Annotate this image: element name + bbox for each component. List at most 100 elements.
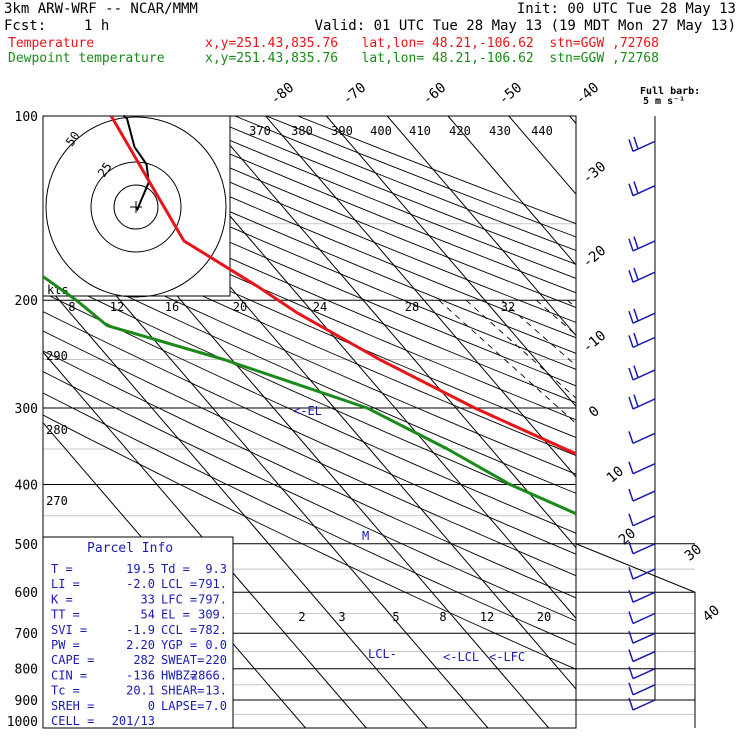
- parcel-label: SHEAR=: [161, 684, 204, 698]
- parcel-value: 2.20: [126, 638, 155, 652]
- mixing-ratio-line: [608, 300, 740, 728]
- lcl-annotation: LCL-: [368, 647, 397, 661]
- dry-adiabat-line: [43, 350, 576, 599]
- wind-barb: [628, 308, 656, 324]
- parcel-label: SVI =: [51, 623, 87, 637]
- wind-barb-flag: [633, 308, 639, 322]
- wind-barb-staff: [632, 490, 656, 502]
- hodograph-ring: [90, 161, 182, 253]
- parcel-title: Parcel Info: [87, 541, 173, 556]
- pressure-label: 600: [15, 586, 38, 601]
- wind-barb-flag: [628, 367, 634, 381]
- parcel-label: LCL =: [161, 577, 197, 591]
- barb-legend-title: Full barb:: [640, 86, 700, 97]
- wind-barb-staff: [632, 398, 656, 410]
- wind-barb: [628, 181, 656, 197]
- isotherm-line: [691, 116, 740, 728]
- wind-barb-flag: [633, 136, 639, 150]
- wind-barb-flag: [628, 697, 634, 711]
- pressure-label: 500: [15, 538, 38, 553]
- isotherm-label: -70: [340, 80, 370, 109]
- wind-barb-staff: [632, 463, 656, 475]
- parcel-value: 7.0: [205, 699, 227, 713]
- mixing-ratio-label: 16: [165, 300, 179, 314]
- isotherm-line: [265, 116, 576, 478]
- dewpoint-profile: [43, 274, 576, 516]
- wind-barb: [628, 267, 656, 283]
- wind-barb-staff: [632, 432, 656, 445]
- dry-adiabat-line: [43, 189, 576, 421]
- mixing-ratio-line: [647, 300, 740, 728]
- isotherm-label: 10: [604, 463, 627, 486]
- parcel-value: 791.: [198, 577, 227, 591]
- mixing-ratio-line: [567, 299, 576, 309]
- hodograph: 50 25 kts: [42, 114, 231, 298]
- parcel-box: [42, 536, 234, 729]
- wind-barb: [628, 611, 656, 625]
- wind-barb-flag: [628, 682, 634, 696]
- theta-label: 280: [46, 423, 68, 437]
- mixing-ratio-label: 32: [501, 300, 515, 314]
- parcel-value: 782.: [198, 623, 227, 637]
- mixing-ratio-line: [623, 300, 740, 728]
- theta-label: 390: [331, 124, 353, 138]
- wind-barb: [628, 566, 656, 580]
- wind-barb: [628, 630, 656, 644]
- mixing-ratio-label: 20: [537, 610, 551, 624]
- wind-barb-flag: [628, 513, 634, 527]
- wind-barb-staff: [632, 369, 656, 381]
- temperature-legend: Temperature: [8, 36, 95, 51]
- pressure-label: 400: [15, 478, 38, 493]
- isotherm-line: [508, 116, 576, 195]
- wind-barb-staff: [632, 515, 656, 527]
- hodograph-ring: [45, 116, 227, 298]
- pressure-label: 1000: [7, 715, 38, 730]
- wind-barb: [628, 394, 656, 410]
- isotherm-label: -20: [580, 243, 610, 272]
- plot-frame-extension: [575, 116, 696, 728]
- isotherm-line: [447, 116, 576, 266]
- parcel-value: 201/13: [112, 714, 155, 728]
- wind-barb: [628, 541, 656, 555]
- mixing-ratio-label: 8: [68, 300, 75, 314]
- parcel-label: K =: [51, 592, 73, 606]
- parcel-label: T =: [51, 562, 73, 576]
- wind-barb-staff: [632, 684, 656, 696]
- lcl-annotation-2: <-LCL: [443, 650, 479, 664]
- dewpoint-location-info: x,y=251.43,835.76 lat,lon= 48.21,-106.62…: [205, 51, 659, 66]
- wind-barb-staff: [632, 699, 656, 711]
- wind-barb: [628, 365, 656, 381]
- wind-barb-staff: [632, 632, 656, 644]
- parcel-value: 54: [141, 608, 155, 622]
- wind-barb: [628, 236, 656, 252]
- theta-label: 370: [249, 124, 271, 138]
- parcel-label: HWBZ=: [161, 668, 197, 682]
- parcel-label: CCL =: [161, 623, 197, 637]
- dewpoint-legend: Dewpoint temperature: [8, 51, 165, 66]
- pressure-label: 300: [15, 402, 38, 417]
- theta-label: 290: [46, 349, 68, 363]
- dry-adiabat-line: [43, 292, 576, 534]
- dry-adiabat-line: [43, 143, 576, 370]
- isotherm-label: -60: [420, 80, 450, 109]
- barb-legend-unit: 5 m s⁻¹: [643, 96, 685, 107]
- wind-barbs: [628, 116, 656, 711]
- dry-adiabat-line: [43, 205, 576, 438]
- hodograph-ring-label: 25: [95, 160, 115, 180]
- dry-adiabat-line: [43, 392, 576, 646]
- theta-label: 440: [531, 124, 553, 138]
- wind-barb-flag: [628, 589, 634, 603]
- dry-adiabat-line: [297, 116, 576, 225]
- hodograph-ring: [113, 184, 159, 230]
- isotherm-line: [43, 351, 367, 728]
- dry-adiabat-line: [43, 371, 576, 622]
- parcel-value: 33: [141, 592, 155, 606]
- hodograph-ring-label: 50: [63, 129, 83, 149]
- pressure-label: 100: [15, 110, 38, 125]
- mixing-ratio-label: 28: [405, 300, 419, 314]
- theta-label: 400: [370, 124, 392, 138]
- mixing-ratio-label: 12: [110, 300, 124, 314]
- wind-barb-flag: [628, 488, 634, 502]
- wind-barb-flag: [628, 431, 634, 444]
- lfc-annotation: <-LFC: [489, 650, 525, 664]
